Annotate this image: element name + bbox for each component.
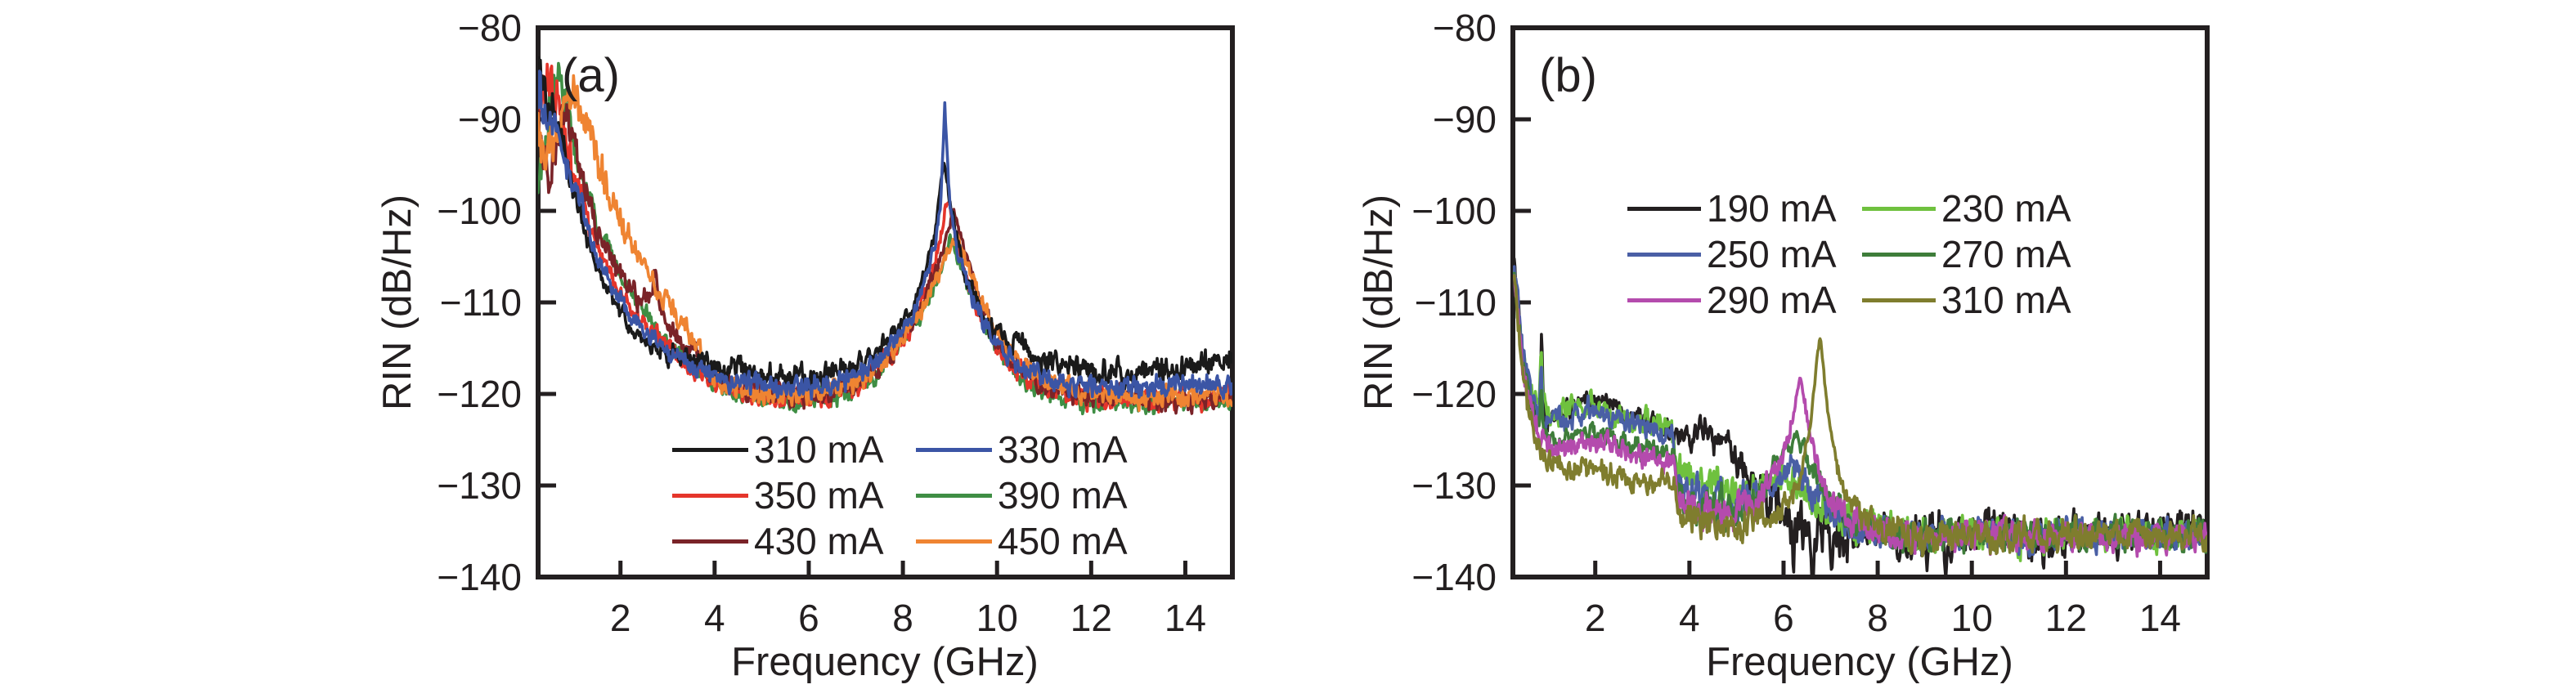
series-curve-310-mA (538, 56, 1232, 391)
legend-swatch (672, 539, 748, 544)
legend-item-350-mA: 350 mA (672, 472, 916, 518)
x-tick-label: 10 (976, 597, 1018, 639)
legend-item-310-mA: 310 mA (672, 427, 916, 472)
legend-swatch (1862, 298, 1936, 302)
x-tick-label: 14 (2139, 597, 2181, 639)
legend-swatch (1862, 252, 1936, 257)
legend-swatch (1627, 298, 1701, 302)
legend-label: 350 mA (754, 474, 884, 517)
legend-swatch (1862, 206, 1936, 211)
legend-item-390-mA: 390 mA (916, 472, 1160, 518)
x-tick-label: 8 (1867, 597, 1888, 639)
x-tick-label: 4 (704, 597, 725, 639)
legend-label: 390 mA (998, 474, 1128, 517)
y-tick-label: −140 (437, 556, 522, 598)
x-tick-label: 12 (1070, 597, 1112, 639)
legend-item-290-mA: 290 mA (1627, 277, 1862, 323)
x-tick-label: 8 (892, 597, 913, 639)
legend-swatch (916, 493, 992, 498)
y-tick-label: −110 (440, 281, 522, 324)
y-tick-label: −120 (437, 373, 522, 415)
x-tick-label: 14 (1165, 597, 1206, 639)
y-tick-label: −130 (1411, 464, 1497, 507)
legend-swatch (916, 447, 992, 452)
legend-swatch (672, 493, 748, 498)
series-curve-310-mA (1513, 274, 2207, 557)
legend-swatch (1627, 252, 1701, 257)
series-curve-330-mA (538, 69, 1232, 401)
legend-item-330-mA: 330 mA (916, 427, 1160, 472)
y-tick-label: −90 (458, 98, 522, 141)
legend-item-190-mA: 190 mA (1627, 186, 1862, 231)
y-tick-label: −120 (1411, 373, 1497, 415)
panel-a-legend: 310 mA 330 mA 350 mA 390 mA 430 mA 450 mA (672, 427, 1160, 564)
legend-item-270-mA: 270 mA (1862, 231, 2097, 277)
panel-a-yaxis-title: RIN (dB/Hz) (375, 195, 420, 410)
legend-label: 190 mA (1707, 187, 1837, 230)
y-tick-label: −100 (437, 190, 522, 232)
panel-a-plot: 2 4 6 8 10 12 14 −80 −90 −100 −110 −120 −130 −140 (a)… (375, 7, 1235, 684)
legend-item-250-mA: 250 mA (1627, 231, 1862, 277)
legend-swatch (916, 539, 992, 544)
y-tick-label: −110 (1415, 281, 1497, 324)
legend-item-430-mA: 430 mA (672, 518, 916, 564)
panel-b-yaxis-title: RIN (dB/Hz) (1357, 195, 1401, 410)
legend-label: 310 mA (754, 428, 884, 471)
legend-swatch (1627, 206, 1701, 211)
x-tick-label: 6 (1773, 597, 1794, 639)
y-tick-label: −140 (1411, 556, 1497, 598)
series-curve-450-mA (538, 74, 1232, 413)
legend-label: 430 mA (754, 520, 884, 562)
y-tick-label: −80 (1433, 7, 1497, 49)
legend-label: 330 mA (998, 428, 1128, 471)
legend-swatch (672, 447, 748, 452)
legend-label: 230 mA (1941, 187, 2071, 230)
legend-item-230-mA: 230 mA (1862, 186, 2097, 231)
legend-label: 290 mA (1707, 279, 1837, 321)
panel-a-xaxis-title: Frequency (GHz) (731, 640, 1039, 684)
x-tick-label: 2 (1585, 597, 1606, 639)
y-tick-label: −90 (1433, 98, 1497, 141)
x-tick-label: 10 (1951, 597, 1993, 639)
legend-label: 450 mA (998, 520, 1128, 562)
x-tick-label: 12 (2045, 597, 2087, 639)
panel-a-label: (a) (562, 49, 620, 102)
y-tick-label: −100 (1411, 190, 1497, 232)
y-tick-label: −80 (458, 7, 522, 49)
legend-label: 270 mA (1941, 233, 2071, 275)
legend-item-310-mA: 310 mA (1862, 277, 2097, 323)
legend-item-450-mA: 450 mA (916, 518, 1160, 564)
y-tick-label: −130 (437, 464, 522, 507)
panel-b-xaxis-title: Frequency (GHz) (1706, 640, 2013, 684)
x-tick-label: 6 (798, 597, 819, 639)
legend-label: 250 mA (1707, 233, 1837, 275)
x-tick-label: 4 (1679, 597, 1700, 639)
x-tick-label: 2 (610, 597, 631, 639)
legend-label: 310 mA (1941, 279, 2071, 321)
panel-b-legend: 190 mA 230 mA 250 mA 270 mA 290 mA 310 mA (1627, 186, 2097, 323)
panel-b-label: (b) (1539, 49, 1597, 102)
panel-b-plot: 2 4 6 8 10 12 14 −80 −90 −100 −110 −120 −130 −140 (b)… (1357, 7, 2210, 684)
